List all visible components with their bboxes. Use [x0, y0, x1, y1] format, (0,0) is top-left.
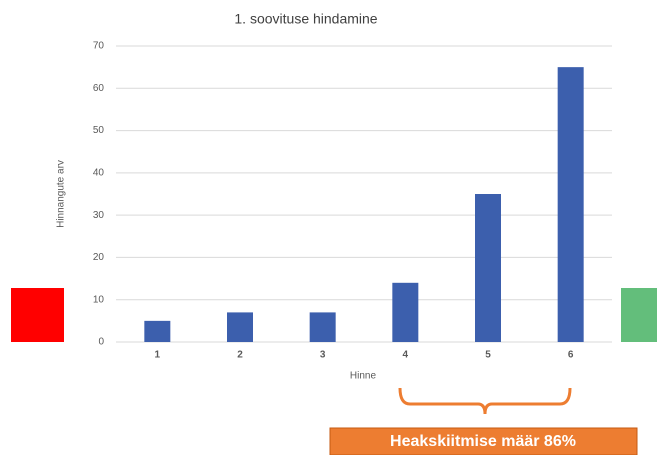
y-tick-label: 0: [98, 337, 104, 348]
x-tick-label: 3: [320, 350, 326, 361]
x-tick-label: 2: [237, 350, 243, 361]
bar: [475, 194, 501, 342]
bracket: [398, 387, 572, 415]
y-tick-label: 40: [93, 167, 105, 178]
annotation: Heakskiitmise määr 86%: [390, 433, 576, 450]
x-tick-label: 5: [485, 350, 491, 361]
y-tick-label: 50: [93, 125, 105, 136]
y-tick-label: 10: [93, 294, 105, 305]
y-tick-label: 60: [93, 83, 105, 94]
red-square: [11, 288, 64, 342]
x-axis-label: Hinne: [350, 371, 377, 382]
bar: [392, 282, 419, 342]
y-tick-label: 20: [93, 252, 105, 263]
bar: [557, 67, 584, 343]
y-axis-label: Hinnangute arv: [56, 160, 67, 228]
bar: [227, 312, 253, 342]
chart-title: 1. soovituse hindamine: [234, 11, 377, 27]
x-tick-label: 1: [155, 350, 161, 361]
bar: [144, 320, 171, 342]
annotation-box: [329, 427, 638, 455]
bar: [309, 312, 336, 342]
y-tick-label: 70: [93, 41, 105, 52]
x-tick-label: 6: [568, 350, 574, 361]
x-tick-label: 4: [403, 350, 409, 361]
y-tick-label: 30: [93, 210, 105, 221]
green-square: [621, 288, 657, 342]
